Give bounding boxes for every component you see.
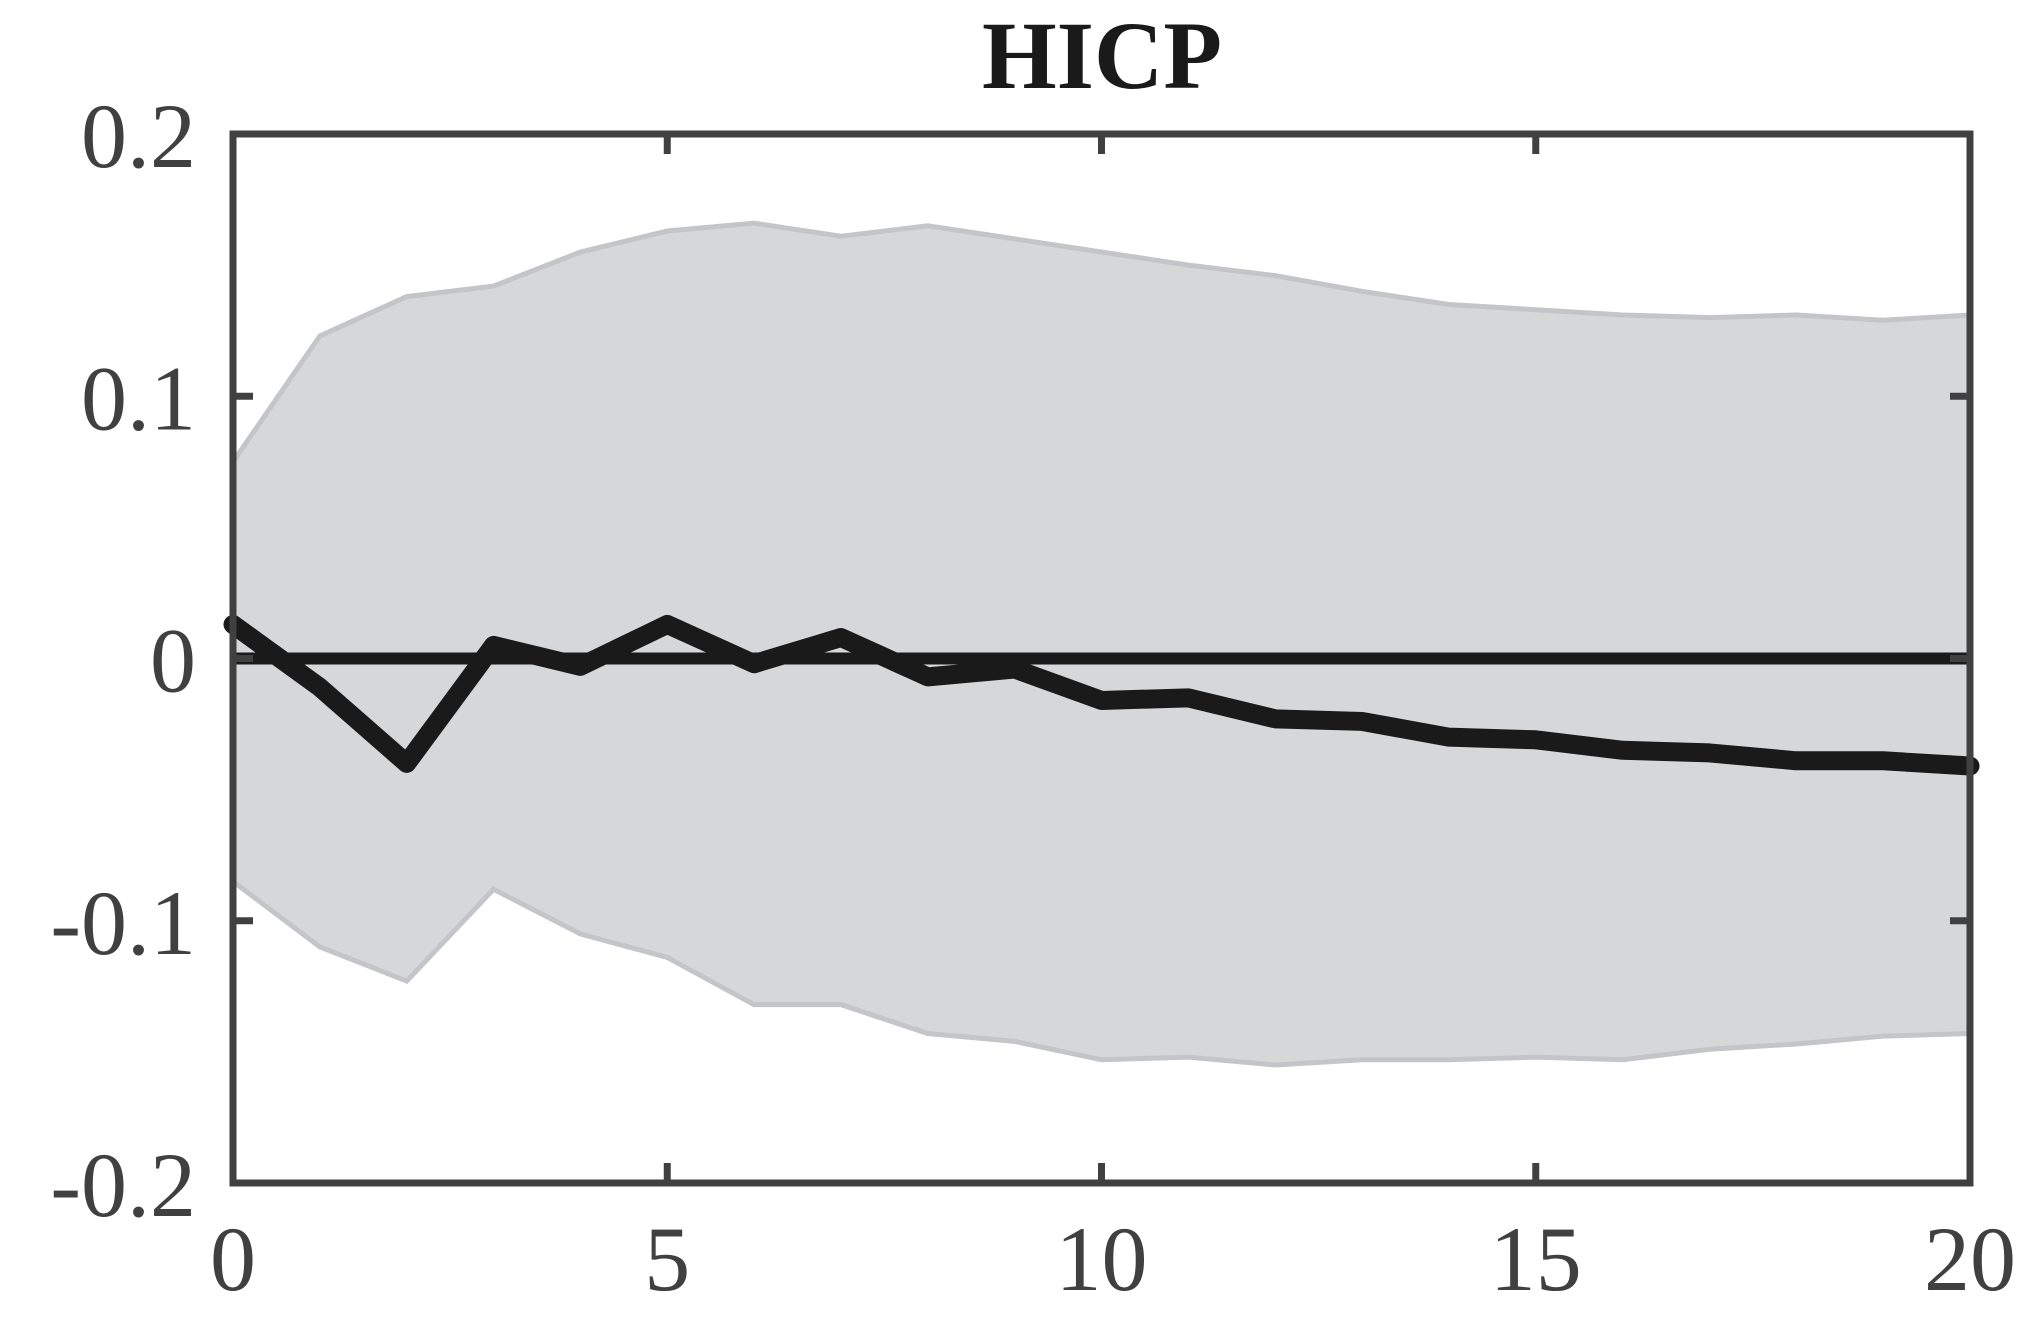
x-tick-label: 10 (1056, 1208, 1148, 1310)
median-response-line (223, 614, 1980, 776)
plot-area (223, 220, 1980, 1068)
chart-title: HICP (982, 2, 1222, 109)
x-tick-label: 0 (210, 1208, 256, 1310)
y-tick-label: 0.1 (81, 347, 196, 449)
y-tick-label: -0.1 (50, 872, 196, 974)
confidence-band (233, 223, 1970, 1065)
axes: 0 5 10 15 20 -0.2 -0.1 0 0.1 0.2 (50, 85, 2016, 1310)
band-upper-edge (230, 220, 1971, 464)
band-lower-edge (231, 879, 1971, 1068)
x-tick-label: 15 (1490, 1208, 1582, 1310)
x-tick-label: 20 (1924, 1208, 2016, 1310)
y-tick-label: 0 (150, 610, 196, 712)
x-tick-label: 5 (644, 1208, 690, 1310)
y-tick-label: -0.2 (50, 1134, 196, 1236)
y-tick-label: 0.2 (81, 85, 196, 187)
